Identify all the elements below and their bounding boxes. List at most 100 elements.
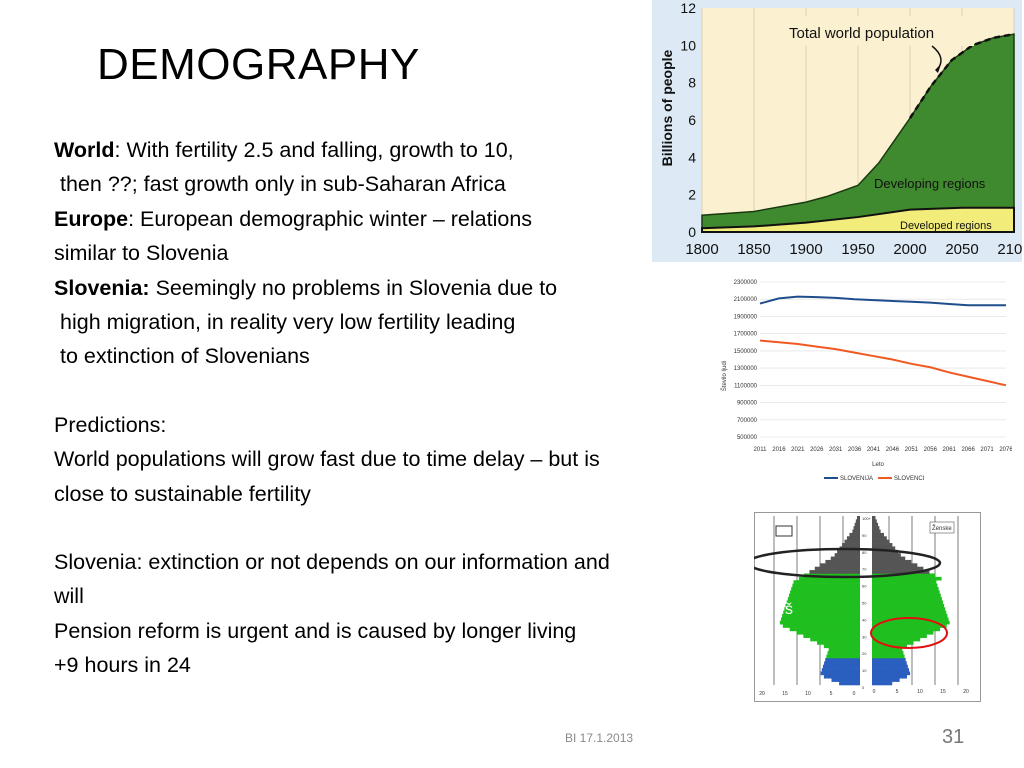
europe-text-2: similar to Slovenia — [54, 241, 229, 266]
world-label: World — [54, 138, 115, 162]
pyramid-bar-right — [872, 620, 950, 625]
y-tick-label: 8 — [688, 75, 696, 91]
pyramid-bar-right — [872, 516, 876, 520]
spacer — [54, 511, 744, 545]
y-tick-label: 10 — [680, 37, 696, 53]
pyramid-bar-left — [853, 526, 860, 530]
pyramid-bar-right — [872, 674, 907, 679]
pyramid-bar-left — [810, 637, 860, 642]
page-number: 31 — [942, 726, 965, 748]
slovenia-text-2: high migration, in reality very low fert… — [60, 310, 516, 335]
pyramid-bar-left — [820, 671, 860, 676]
y-tick-labels: 500000 700000 900000 1100000 1300000 1500000 1… — [734, 280, 758, 441]
pyramid-bar-left — [796, 630, 860, 635]
x-tick-label: 10 — [917, 689, 923, 695]
pyramid-bar-left — [839, 681, 860, 686]
y-tick-label: 700000 — [737, 418, 758, 424]
x-tick-label: 2036 — [848, 447, 862, 453]
y-tick-label: 900000 — [737, 401, 758, 407]
age-tick-label: 10 — [862, 668, 867, 673]
highlight-ellipse-red — [870, 617, 948, 649]
slovenia-paragraph: Slovenia: Seemingly no problems in Slove… — [54, 271, 744, 305]
y-tick-label: 2 — [688, 187, 696, 203]
footer-date: BI 17.1.2013 — [565, 731, 634, 745]
y-axis-label: Billions of people — [659, 49, 675, 166]
pyramid-bar-left — [820, 563, 860, 567]
y-tick-label: 12 — [680, 0, 696, 16]
x-tick-label: 1900 — [789, 241, 822, 258]
slovenia-population-chart: 500000 700000 900000 1100000 1300000 1500000 1… — [716, 276, 1012, 490]
highlight-ellipse-black — [754, 547, 942, 579]
pyramid-bar-right — [872, 600, 944, 605]
pyramid-bar-left — [783, 610, 860, 615]
slovenia-text: Seemingly no problems in Slovenia due to — [149, 275, 558, 300]
pyramid-bar-right — [872, 630, 934, 635]
pyramid-bar-left — [854, 522, 860, 527]
slide-body: World: With fertility 2.5 and falling, g… — [54, 133, 744, 683]
pyramid-bar-right — [872, 617, 949, 622]
pyramid-bar-right — [872, 549, 899, 554]
y-tick-label: 4 — [688, 149, 696, 165]
prediction-line-1: World populations will grow fast due to … — [54, 447, 600, 472]
age-tick-label: 60 — [862, 584, 867, 589]
pyramid-bar-right — [872, 654, 905, 659]
pyramid-bar-left — [834, 553, 860, 557]
pyramid-bar-right — [872, 590, 940, 595]
pyramid-bar-left — [827, 651, 860, 655]
pyramid-bar-right — [872, 624, 947, 628]
y-tick-label: 1500000 — [734, 349, 758, 355]
pyramid-bar-left — [821, 668, 860, 672]
x-tick-label: 2011 — [754, 447, 768, 453]
x-tick-label: 2016 — [772, 447, 786, 453]
pyramid-bar-right — [872, 532, 884, 537]
age-tick-label: 70 — [862, 567, 867, 572]
pyramid-bar-right — [872, 681, 893, 686]
pyramid-bar-right — [872, 536, 887, 540]
pyramid-bar-right — [872, 597, 942, 601]
x-axis-label: Leto — [872, 462, 884, 468]
pyramid-bar-left — [791, 586, 860, 591]
slovenia-text-3: to extinction of Slovenians — [60, 344, 310, 369]
pyramid-bar-left — [787, 597, 860, 601]
x-tick-label: 2056 — [924, 447, 938, 453]
pyramid-bar-left — [817, 641, 860, 645]
x-tick-label: 2051 — [905, 447, 919, 453]
x-tick-label: 20 — [759, 691, 765, 697]
pyramid-bar-left — [830, 556, 860, 561]
x-tick-label: 10 — [805, 691, 811, 697]
pyramid-letter-s: š — [785, 601, 793, 618]
pyramid-bar-left — [849, 532, 860, 537]
gridlines — [760, 281, 1006, 438]
prediction-line-4: will — [54, 584, 84, 609]
pyramid-bar-right — [872, 607, 946, 611]
pyramid-bar-left — [803, 634, 860, 638]
pyramid-bar-right — [872, 593, 941, 598]
prediction-line-6: +9 hours in 24 — [54, 653, 191, 678]
pyramid-bar-right — [872, 522, 879, 527]
x-tick-label: 2041 — [867, 447, 881, 453]
annotation-box — [784, 16, 974, 46]
pyramid-bar-left — [837, 549, 860, 554]
x-tick-label: 1950 — [841, 241, 874, 258]
pyramid-bar-left — [804, 573, 860, 578]
developing-regions-area — [701, 33, 1015, 233]
x-tick-label: 2061 — [943, 447, 957, 453]
europe-paragraph: Europe: European demographic winter – re… — [54, 202, 744, 236]
annotation-developed: Developed regions — [900, 220, 992, 232]
pyramid-bar-right — [872, 664, 908, 669]
pyramid-bar-right — [872, 576, 942, 581]
pyramid-bar-right — [872, 583, 938, 588]
pyramid-bar-right — [872, 543, 893, 547]
spacer — [54, 374, 744, 408]
y-axis-label: Število ljudi — [721, 361, 728, 391]
pyramid-bar-right — [872, 671, 911, 676]
x-tick-label: 15 — [940, 689, 946, 695]
pyramid-bar-right — [872, 634, 927, 638]
pyramid-bar-right — [872, 556, 906, 561]
world-text: : With fertility 2.5 and falling, growth… — [114, 138, 514, 162]
age-tick-label: 40 — [862, 617, 867, 622]
pyramid-bar-right — [872, 566, 924, 571]
pyramid-bar-left — [784, 607, 860, 611]
x-tick-label: 5 — [830, 691, 833, 697]
